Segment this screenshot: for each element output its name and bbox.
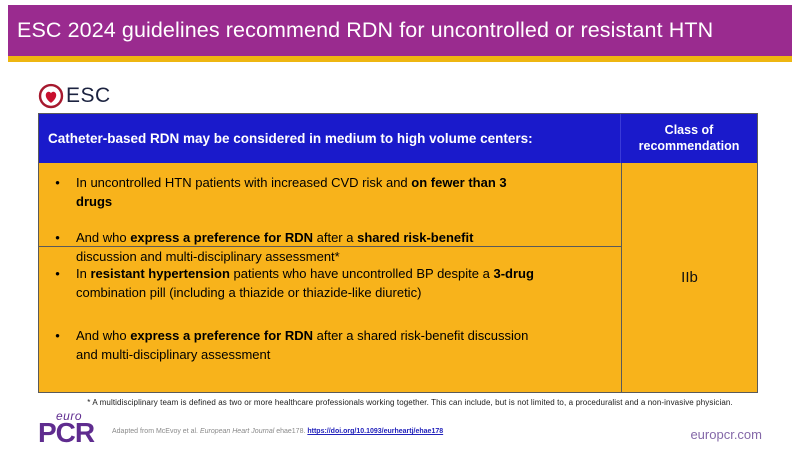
bullet-icon: • <box>55 229 60 245</box>
table-body: • In uncontrolled HTN patients with incr… <box>39 163 757 392</box>
bullet-icon: • <box>55 266 60 281</box>
footnote: * A multidisciplinary team is defined as… <box>87 398 733 407</box>
list-item: • And who express a preference for RDN a… <box>39 327 621 365</box>
bullet-text: In resistant hypertension patients who h… <box>76 266 534 300</box>
recommendation-table: Catheter-based RDN may be considered in … <box>38 113 758 393</box>
heart-icon <box>38 83 64 109</box>
europcr-logo-euro: euro <box>56 409 83 423</box>
table-header-row: Catheter-based RDN may be considered in … <box>39 114 757 163</box>
website-url: europcr.com <box>690 427 762 442</box>
citation: Adapted from McEvoy et al. European Hear… <box>112 428 443 435</box>
doi-link[interactable]: https://doi.org/10.1093/eurheartj/ehae17… <box>307 428 444 435</box>
criteria-column: • In uncontrolled HTN patients with incr… <box>39 163 621 392</box>
citation-ref: ehae178. <box>274 428 308 435</box>
europcr-logo: euro PCR <box>38 409 118 447</box>
bullet-icon: • <box>55 175 60 190</box>
gold-divider <box>8 56 792 62</box>
list-item: • In uncontrolled HTN patients with incr… <box>39 174 621 212</box>
citation-prefix: Adapted from McEvoy et al. <box>112 428 200 435</box>
slide-title: ESC 2024 guidelines recommend RDN for un… <box>17 18 714 42</box>
europcr-logo-pcr: PCR <box>38 417 95 448</box>
table-header-class: Class of recommendation <box>638 122 740 153</box>
table-row-uncontrolled-htn: • In uncontrolled HTN patients with incr… <box>39 163 621 264</box>
table-header-main: Catheter-based RDN may be considered in … <box>39 114 621 163</box>
bullet-text: And who express a preference for RDN aft… <box>76 327 529 362</box>
bullet-icon: • <box>55 327 60 343</box>
esc-logo-text: ESC <box>66 84 111 107</box>
recommendation-class-cell: IIb <box>621 163 757 392</box>
citation-journal: European Heart Journal <box>199 428 275 435</box>
list-item: • In resistant hypertension patients who… <box>39 265 621 303</box>
list-item: • And who express a preference for RDN a… <box>39 229 621 267</box>
esc-logo: ESC <box>38 83 111 109</box>
title-banner: ESC 2024 guidelines recommend RDN for un… <box>8 5 792 56</box>
table-row-resistant-htn: • In resistant hypertension patients who… <box>39 247 621 392</box>
recommendation-class-value: IIb <box>681 269 698 286</box>
bullet-text: In uncontrolled HTN patients with increa… <box>76 175 507 209</box>
bullet-text: And who express a preference for RDN aft… <box>76 229 474 264</box>
